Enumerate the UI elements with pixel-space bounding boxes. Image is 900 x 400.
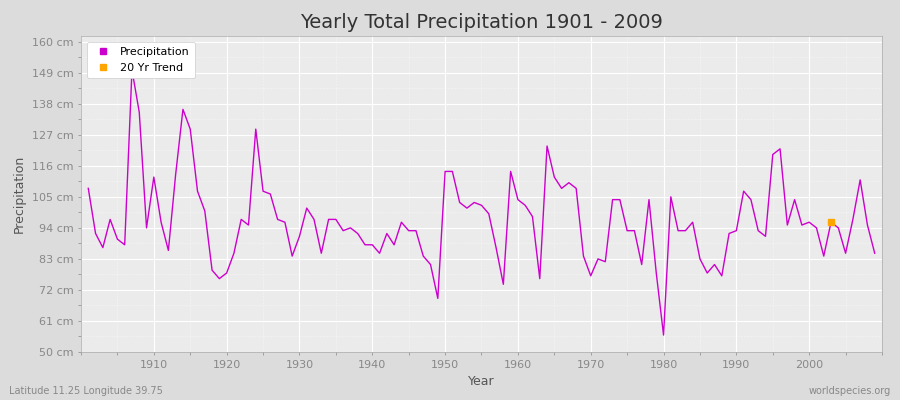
Text: worldspecies.org: worldspecies.org — [809, 386, 891, 396]
Text: Latitude 11.25 Longitude 39.75: Latitude 11.25 Longitude 39.75 — [9, 386, 163, 396]
Title: Yearly Total Precipitation 1901 - 2009: Yearly Total Precipitation 1901 - 2009 — [300, 13, 663, 32]
Y-axis label: Precipitation: Precipitation — [14, 155, 26, 233]
Legend: Precipitation, 20 Yr Trend: Precipitation, 20 Yr Trend — [86, 42, 195, 78]
X-axis label: Year: Year — [468, 375, 495, 388]
